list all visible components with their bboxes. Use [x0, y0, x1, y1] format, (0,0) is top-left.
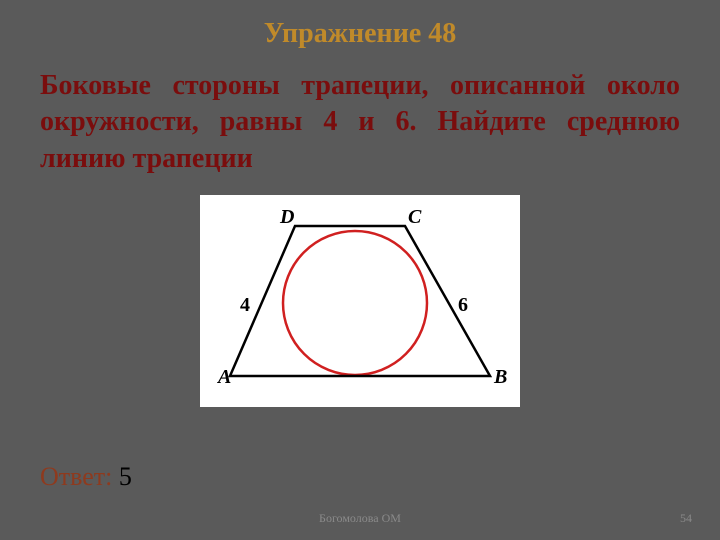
figure-container: A B C D 4 6	[0, 195, 720, 407]
footer-page: 54	[680, 511, 692, 526]
side-label-6: 6	[458, 294, 468, 316]
figure-box: A B C D 4 6	[200, 195, 520, 407]
footer-author: Богомолова ОМ	[0, 511, 720, 526]
side-label-4: 4	[240, 294, 250, 316]
vertex-label-b: B	[493, 366, 507, 388]
problem-text-block: Боковые стороны трапеции, описанной окол…	[0, 50, 720, 177]
vertex-label-d: D	[279, 206, 294, 228]
inscribed-circle	[283, 231, 427, 375]
answer-line: Ответ: 5	[40, 462, 132, 492]
title-text: Упражнение 48	[264, 18, 457, 49]
trapezoid-diagram: A B C D 4 6	[210, 201, 510, 396]
exercise-title: Упражнение 48	[0, 0, 720, 50]
answer-value: 5	[112, 462, 132, 491]
problem-text: Боковые стороны трапеции, описанной окол…	[40, 70, 680, 174]
answer-label: Ответ:	[40, 462, 112, 491]
vertex-label-c: C	[408, 206, 422, 228]
vertex-label-a: A	[216, 366, 231, 388]
trapezoid-shape	[230, 226, 490, 376]
